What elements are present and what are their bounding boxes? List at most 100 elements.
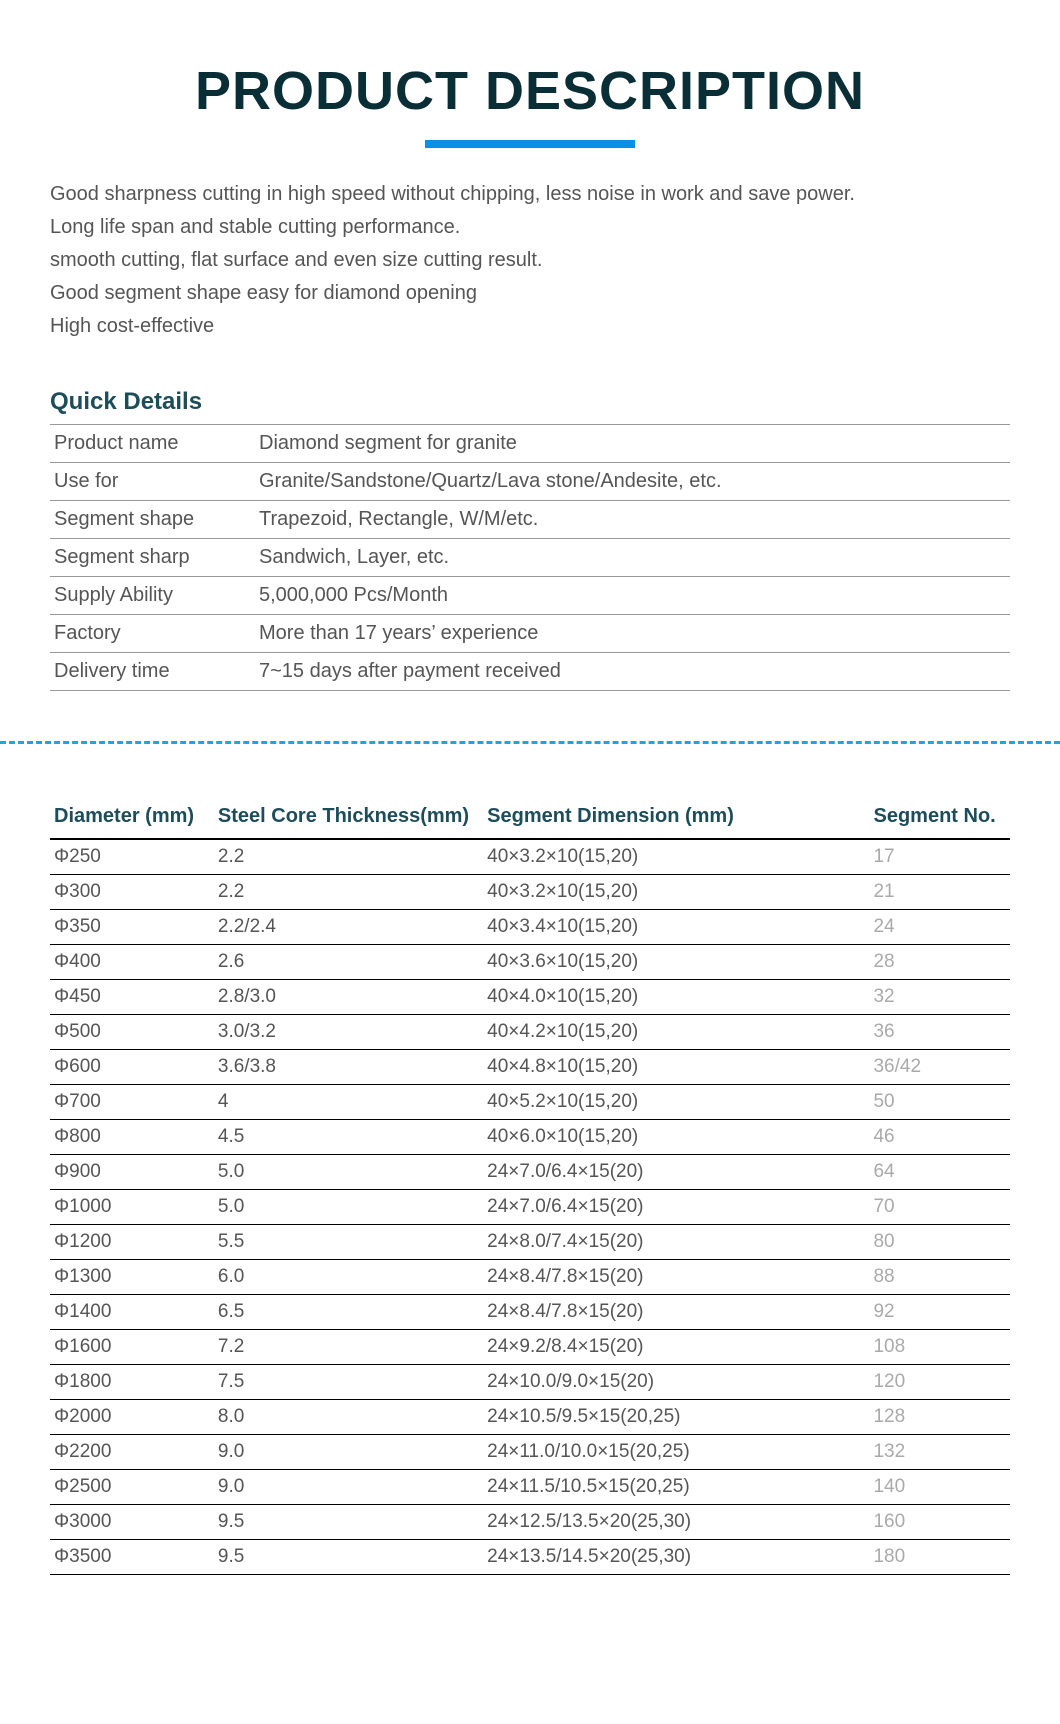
spec-row: Φ6003.6/3.840×4.8×10(15,20)36/42 (50, 1050, 1010, 1085)
spec-row: Φ3002.240×3.2×10(15,20)21 (50, 875, 1010, 910)
details-row: Use forGranite/Sandstone/Quartz/Lava sto… (50, 463, 1010, 501)
spec-row: Φ10005.024×7.0/6.4×15(20)70 (50, 1190, 1010, 1225)
details-label: Factory (50, 615, 255, 653)
spec-segno: 108 (869, 1330, 1010, 1365)
spec-thickness: 2.2 (214, 875, 483, 910)
spec-row: Φ14006.524×8.4/7.8×15(20)92 (50, 1295, 1010, 1330)
feature-line: Good sharpness cutting in high speed wit… (50, 178, 1010, 211)
spec-diameter: Φ1400 (50, 1295, 214, 1330)
col-header-dimension: Segment Dimension (mm) (483, 799, 869, 839)
spec-thickness: 5.0 (214, 1190, 483, 1225)
spec-thickness: 4 (214, 1085, 483, 1120)
spec-thickness: 2.2 (214, 839, 483, 875)
details-row: FactoryMore than 17 years’ experience (50, 615, 1010, 653)
spec-segno: 160 (869, 1505, 1010, 1540)
spec-segno: 46 (869, 1120, 1010, 1155)
spec-segno: 24 (869, 910, 1010, 945)
details-value: Diamond segment for granite (255, 425, 1010, 463)
spec-thickness: 6.0 (214, 1260, 483, 1295)
spec-segno: 17 (869, 839, 1010, 875)
spec-segno: 50 (869, 1085, 1010, 1120)
details-row: Product nameDiamond segment for granite (50, 425, 1010, 463)
spec-dimension: 24×11.5/10.5×15(20,25) (483, 1470, 869, 1505)
spec-header-row: Diameter (mm) Steel Core Thickness(mm) S… (50, 799, 1010, 839)
spec-diameter: Φ1000 (50, 1190, 214, 1225)
spec-diameter: Φ400 (50, 945, 214, 980)
feature-line: Good segment shape easy for diamond open… (50, 277, 1010, 310)
spec-dimension: 24×8.4/7.8×15(20) (483, 1260, 869, 1295)
quick-details-heading: Quick Details (50, 388, 1010, 416)
spec-diameter: Φ2000 (50, 1400, 214, 1435)
spec-diameter: Φ600 (50, 1050, 214, 1085)
spec-row: Φ4002.640×3.6×10(15,20)28 (50, 945, 1010, 980)
spec-thickness: 5.0 (214, 1155, 483, 1190)
spec-row: Φ12005.524×8.0/7.4×15(20)80 (50, 1225, 1010, 1260)
spec-table: Diameter (mm) Steel Core Thickness(mm) S… (50, 799, 1010, 1575)
spec-dimension: 40×5.2×10(15,20) (483, 1085, 869, 1120)
spec-diameter: Φ300 (50, 875, 214, 910)
spec-segno: 140 (869, 1470, 1010, 1505)
details-value: Sandwich, Layer, etc. (255, 539, 1010, 577)
title-block: PRODUCT DESCRIPTION (50, 60, 1010, 148)
spec-dimension: 24×10.5/9.5×15(20,25) (483, 1400, 869, 1435)
spec-dimension: 40×4.0×10(15,20) (483, 980, 869, 1015)
spec-dimension: 24×8.0/7.4×15(20) (483, 1225, 869, 1260)
spec-row: Φ4502.8/3.040×4.0×10(15,20)32 (50, 980, 1010, 1015)
section-divider (0, 741, 1060, 744)
details-value: 5,000,000 Pcs/Month (255, 577, 1010, 615)
spec-thickness: 9.5 (214, 1505, 483, 1540)
feature-line: High cost-effective (50, 310, 1010, 343)
spec-diameter: Φ2200 (50, 1435, 214, 1470)
spec-segno: 32 (869, 980, 1010, 1015)
spec-thickness: 8.0 (214, 1400, 483, 1435)
spec-dimension: 40×6.0×10(15,20) (483, 1120, 869, 1155)
details-value: More than 17 years’ experience (255, 615, 1010, 653)
spec-thickness: 9.0 (214, 1470, 483, 1505)
spec-segno: 28 (869, 945, 1010, 980)
spec-row: Φ5003.0/3.240×4.2×10(15,20)36 (50, 1015, 1010, 1050)
spec-row: Φ30009.524×12.5/13.5×20(25,30)160 (50, 1505, 1010, 1540)
spec-thickness: 4.5 (214, 1120, 483, 1155)
details-label: Segment shape (50, 501, 255, 539)
spec-row: Φ2502.240×3.2×10(15,20)17 (50, 839, 1010, 875)
details-value: 7~15 days after payment received (255, 653, 1010, 691)
spec-thickness: 3.0/3.2 (214, 1015, 483, 1050)
spec-dimension: 24×9.2/8.4×15(20) (483, 1330, 869, 1365)
spec-dimension: 40×3.6×10(15,20) (483, 945, 869, 980)
col-header-thickness: Steel Core Thickness(mm) (214, 799, 483, 839)
spec-thickness: 6.5 (214, 1295, 483, 1330)
spec-dimension: 40×3.4×10(15,20) (483, 910, 869, 945)
spec-thickness: 7.5 (214, 1365, 483, 1400)
spec-row: Φ16007.224×9.2/8.4×15(20)108 (50, 1330, 1010, 1365)
spec-dimension: 24×13.5/14.5×20(25,30) (483, 1540, 869, 1575)
spec-row: Φ25009.024×11.5/10.5×15(20,25)140 (50, 1470, 1010, 1505)
spec-row: Φ18007.524×10.0/9.0×15(20)120 (50, 1365, 1010, 1400)
details-label: Segment sharp (50, 539, 255, 577)
spec-thickness: 7.2 (214, 1330, 483, 1365)
spec-thickness: 9.0 (214, 1435, 483, 1470)
spec-dimension: 40×3.2×10(15,20) (483, 839, 869, 875)
spec-dimension: 40×3.2×10(15,20) (483, 875, 869, 910)
spec-diameter: Φ3500 (50, 1540, 214, 1575)
spec-diameter: Φ1800 (50, 1365, 214, 1400)
page-title: PRODUCT DESCRIPTION (50, 60, 1010, 122)
spec-segno: 36 (869, 1015, 1010, 1050)
spec-row: Φ13006.024×8.4/7.8×15(20)88 (50, 1260, 1010, 1295)
spec-diameter: Φ500 (50, 1015, 214, 1050)
spec-thickness: 9.5 (214, 1540, 483, 1575)
details-label: Supply Ability (50, 577, 255, 615)
spec-row: Φ700440×5.2×10(15,20)50 (50, 1085, 1010, 1120)
spec-thickness: 2.2/2.4 (214, 910, 483, 945)
spec-segno: 120 (869, 1365, 1010, 1400)
spec-segno: 132 (869, 1435, 1010, 1470)
spec-diameter: Φ900 (50, 1155, 214, 1190)
spec-thickness: 2.8/3.0 (214, 980, 483, 1015)
spec-segno: 128 (869, 1400, 1010, 1435)
details-label: Product name (50, 425, 255, 463)
spec-dimension: 24×7.0/6.4×15(20) (483, 1190, 869, 1225)
feature-line: Long life span and stable cutting perfor… (50, 211, 1010, 244)
spec-segno: 21 (869, 875, 1010, 910)
spec-segno: 64 (869, 1155, 1010, 1190)
details-value: Trapezoid, Rectangle, W/M/etc. (255, 501, 1010, 539)
spec-diameter: Φ1200 (50, 1225, 214, 1260)
